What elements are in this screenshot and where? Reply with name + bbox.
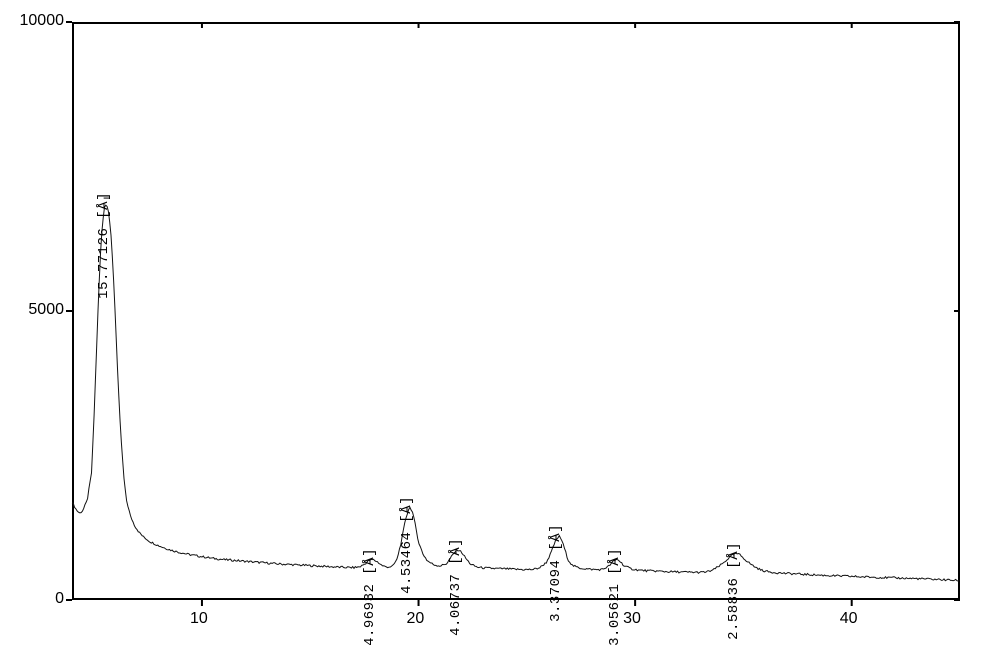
xtick-label: 10 [190, 610, 208, 628]
xtick-label: 20 [407, 610, 425, 628]
peak-label: 3.37094 [Å] [548, 524, 564, 622]
xrd-curve [72, 205, 960, 581]
peak-label: 2.58836 [Å] [726, 542, 742, 640]
xtick-label: 40 [840, 610, 858, 628]
peak-label: 3.05621 [Å] [607, 548, 623, 645]
peak-label: 4.06737 [Å] [448, 538, 464, 636]
peak-label: 15.77126 [Å] [96, 192, 112, 299]
xrd-plot: 10 20 30 40 0 5000 10000 15.77126 [Å] 4.96932 [Å… [0, 0, 1000, 642]
xtick-label: 30 [623, 610, 641, 628]
ytick-label: 0 [55, 590, 64, 608]
peak-label: 4.96932 [Å] [362, 548, 378, 645]
peak-label: 4.53464 [Å] [399, 496, 415, 594]
ytick-label: 10000 [20, 12, 65, 30]
ytick-label: 5000 [28, 301, 64, 319]
plot-svg [0, 0, 1000, 642]
